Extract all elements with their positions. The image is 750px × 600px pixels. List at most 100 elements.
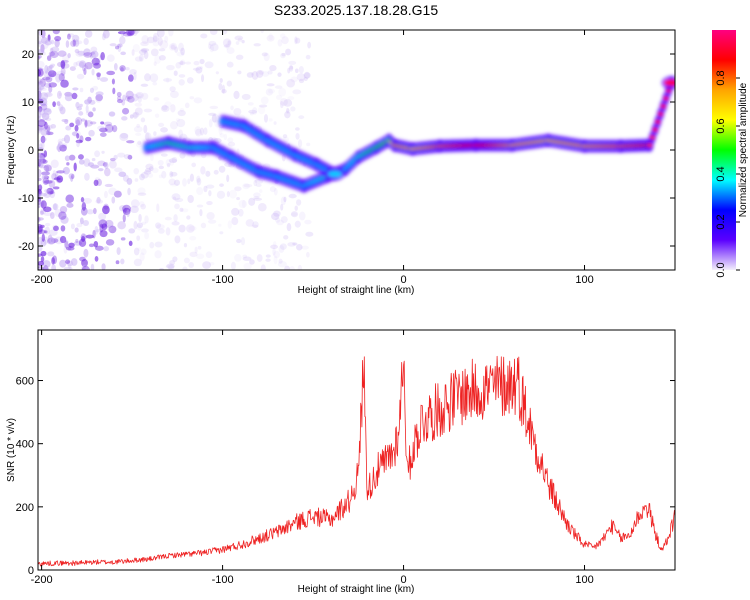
spectrogram-noise-speckle xyxy=(83,158,91,167)
spectrogram-noise-speckle xyxy=(280,53,286,59)
spectrogram-noise-speckle xyxy=(140,83,149,87)
spectrogram-noise-speckle xyxy=(258,70,265,75)
spectrogram-noise-speckle xyxy=(38,177,42,182)
spectrogram-noise-speckle xyxy=(99,132,107,137)
spectrogram-noise-speckle xyxy=(154,241,163,248)
spectrogram-noise-speckle xyxy=(149,241,155,249)
spectrogram-noise-speckle xyxy=(285,48,292,56)
spectrogram-noise-speckle xyxy=(55,73,62,83)
spectrogram-noise-speckle xyxy=(152,32,159,42)
spectrogram-noise-speckle xyxy=(288,64,294,72)
spectrogram-noise-speckle xyxy=(38,217,44,221)
spectrogram-noise-speckle xyxy=(200,33,208,39)
spectrogram-noise-speckle xyxy=(292,242,298,246)
spectrogram-noise-speckle xyxy=(183,257,190,264)
spectrogram-noise-speckle xyxy=(81,64,86,72)
spectrogram-noise-speckle xyxy=(134,56,143,62)
spectrogram-noise-speckle xyxy=(173,214,178,222)
spectrogram-noise-speckle xyxy=(50,159,59,169)
spectrogram-noise-speckle xyxy=(61,143,68,149)
spectrogram-noise-speckle xyxy=(120,258,125,265)
spectrogram-noise-speckle xyxy=(38,121,46,126)
spectrogram-noise-speckle xyxy=(122,214,126,223)
spectrogram-noise-speckle xyxy=(178,79,185,86)
spectrogram-noise-speckle xyxy=(118,171,127,177)
spectrogram-noise-speckle xyxy=(145,132,150,141)
spectrogram-noise-speckle xyxy=(225,43,229,50)
spectrogram-noise-speckle xyxy=(227,141,236,147)
spectrogram-noise-speckle xyxy=(173,70,178,76)
spectrogram-noise-speckle xyxy=(79,256,86,262)
spectrogram-noise-speckle xyxy=(39,78,46,88)
spectrogram-noise-speckle xyxy=(57,143,62,153)
spectrogram-noise-speckle xyxy=(235,41,240,45)
spectrogram-noise-speckle xyxy=(93,240,99,248)
spectrogram-noise-speckle xyxy=(298,66,304,74)
spectrogram-noise-speckle xyxy=(164,35,169,43)
spectrogram-noise-speckle xyxy=(188,225,197,231)
spectrogram-noise-speckle xyxy=(92,85,99,91)
snr-y-axis: 0 200 400 600 xyxy=(16,376,675,577)
spectrogram-noise-speckle xyxy=(48,179,56,188)
spectrogram-noise-speckle xyxy=(268,118,273,122)
spectrogram-noise-speckle xyxy=(40,103,48,111)
spectrogram-noise-speckle xyxy=(120,132,129,139)
spectrogram-noise-speckle xyxy=(279,243,287,250)
spectrogram-noise-speckle xyxy=(140,48,150,52)
spectrogram-noise-speckle xyxy=(79,103,83,108)
spectrogram-noise-speckle xyxy=(62,53,69,63)
spectrogram-noise-speckle xyxy=(294,205,298,211)
spectrogram-noise-speckle xyxy=(97,160,106,167)
spectrogram-noise-speckle xyxy=(265,254,271,258)
spectrogram-noise-speckle xyxy=(223,30,228,35)
spectrogram-noise-speckle xyxy=(66,202,74,208)
spectrogram-noise-speckle xyxy=(261,52,268,57)
spectrogram-noise-speckle xyxy=(242,254,248,259)
spectrogram-noise-speckle xyxy=(40,200,47,209)
spectrogram-noise-speckle xyxy=(56,101,61,107)
spectrogram-ridge-layer xyxy=(142,75,675,193)
spectrogram-noise-speckle xyxy=(194,126,201,135)
spectrogram-noise-speckle xyxy=(80,196,85,203)
spectrogram-noise-speckle xyxy=(304,71,310,79)
spectrogram-noise-speckle xyxy=(38,188,42,195)
spectrogram-y-tick-label: -10 xyxy=(18,193,34,205)
spectrogram-noise-speckle xyxy=(172,196,176,200)
spectrogram-noise-speckle xyxy=(116,96,122,101)
spectrogram-noise-speckle xyxy=(238,208,244,217)
spectrogram-noise-speckle xyxy=(81,118,86,122)
spectrogram-noise-speckle xyxy=(203,127,208,135)
spectrogram-noise-speckle xyxy=(141,92,149,100)
spectrogram-noise-speckle xyxy=(93,179,99,187)
spectrogram-noise-speckle xyxy=(265,88,274,96)
spectrogram-noise-speckle xyxy=(89,54,94,59)
spectrogram-noise-speckle xyxy=(166,64,175,71)
spectrogram-noise-speckle xyxy=(215,71,219,75)
spectrogram-noise-speckle xyxy=(180,60,184,66)
spectrogram-noise-speckle xyxy=(260,264,266,270)
spectrogram-noise-speckle xyxy=(146,36,155,44)
spectrogram-noise-speckle xyxy=(252,107,258,115)
spectrogram-noise-speckle xyxy=(303,72,311,79)
spectrogram-noise-speckle xyxy=(169,171,174,178)
spectrogram-noise-speckle xyxy=(211,114,221,123)
spectrogram-noise-speckle xyxy=(238,199,248,209)
spectrogram-noise-speckle xyxy=(272,241,277,247)
spectrogram-noise-speckle xyxy=(132,111,140,118)
spectrogram-noise-speckle xyxy=(178,129,184,138)
spectrogram-noise-speckle xyxy=(126,209,130,218)
spectrogram-noise-speckle xyxy=(180,59,186,66)
spectrogram-noise-speckle xyxy=(111,78,115,85)
spectrogram-noise-speckle xyxy=(231,207,240,216)
spectrogram-noise-speckle xyxy=(41,112,50,121)
spectrogram-noise-speckle xyxy=(113,190,122,198)
spectrogram-noise-speckle xyxy=(98,212,107,221)
spectrogram-x-axis-label: Height of straight line (km) xyxy=(298,285,415,296)
spectrogram-noise-speckle xyxy=(41,233,45,242)
spectrogram-noise-speckle xyxy=(179,207,184,212)
spectrogram-noise-speckle xyxy=(52,203,59,211)
spectrogram-noise-speckle xyxy=(84,61,93,70)
spectrogram-noise-speckle xyxy=(38,98,44,104)
spectrogram-noise-speckle xyxy=(178,74,186,78)
